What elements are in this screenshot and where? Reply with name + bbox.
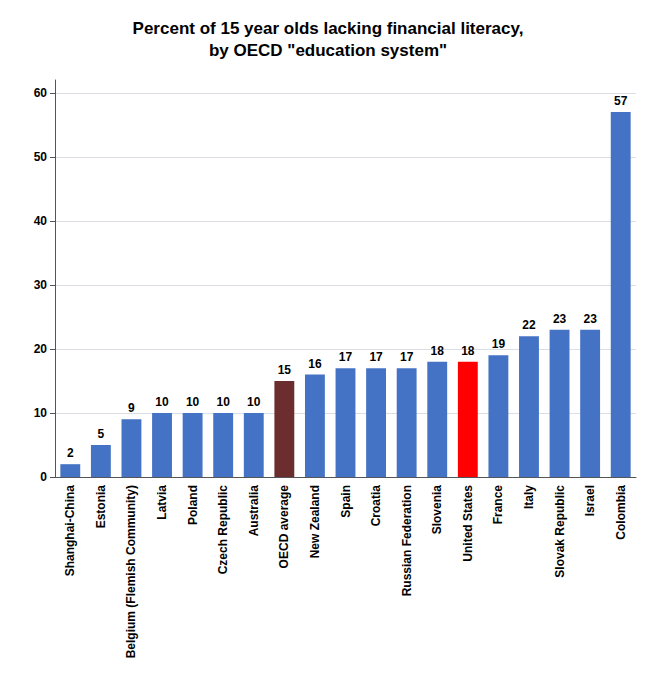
svg-text:10: 10 <box>247 395 261 409</box>
svg-text:2: 2 <box>67 446 74 460</box>
svg-text:Poland: Poland <box>186 485 200 525</box>
svg-text:18: 18 <box>461 344 475 358</box>
svg-text:9: 9 <box>128 401 135 415</box>
svg-text:23: 23 <box>583 312 597 326</box>
svg-text:22: 22 <box>522 318 536 332</box>
svg-text:Percent of 15 year olds lackin: Percent of 15 year olds lacking financia… <box>133 19 524 38</box>
svg-text:57: 57 <box>614 94 628 108</box>
svg-text:United States: United States <box>461 485 475 562</box>
svg-text:16: 16 <box>308 357 322 371</box>
svg-text:New Zealand: New Zealand <box>308 485 322 558</box>
svg-text:40: 40 <box>34 214 48 228</box>
svg-text:Estonia: Estonia <box>94 485 108 529</box>
svg-text:17: 17 <box>400 350 414 364</box>
svg-text:17: 17 <box>339 350 353 364</box>
svg-text:18: 18 <box>431 344 445 358</box>
svg-text:France: France <box>491 485 505 525</box>
svg-text:OECD average: OECD average <box>277 485 291 569</box>
svg-text:Colombia: Colombia <box>614 485 628 540</box>
svg-text:Czech Republic: Czech Republic <box>216 485 230 575</box>
svg-text:Spain: Spain <box>339 485 353 518</box>
svg-text:Shanghai-China: Shanghai-China <box>63 485 77 577</box>
svg-text:10: 10 <box>186 395 200 409</box>
svg-text:Italy: Italy <box>522 485 536 509</box>
svg-text:15: 15 <box>278 363 292 377</box>
svg-text:30: 30 <box>34 278 48 292</box>
svg-text:10: 10 <box>155 395 169 409</box>
svg-text:10: 10 <box>217 395 231 409</box>
svg-text:Latvia: Latvia <box>155 485 169 520</box>
svg-text:20: 20 <box>34 342 48 356</box>
svg-text:Belgium (Flemish Community): Belgium (Flemish Community) <box>124 485 138 658</box>
svg-text:Slovenia: Slovenia <box>430 485 444 535</box>
svg-text:Croatia: Croatia <box>369 485 383 527</box>
svg-text:Israel: Israel <box>583 485 597 516</box>
svg-text:23: 23 <box>553 312 567 326</box>
svg-text:Russian Federation: Russian Federation <box>400 485 414 596</box>
svg-text:by OECD "education system": by OECD "education system" <box>209 41 447 60</box>
svg-text:17: 17 <box>369 350 383 364</box>
svg-text:19: 19 <box>492 337 506 351</box>
svg-text:5: 5 <box>98 427 105 441</box>
svg-text:50: 50 <box>34 150 48 164</box>
svg-text:60: 60 <box>34 86 48 100</box>
svg-text:0: 0 <box>40 470 47 484</box>
svg-text:Slovak Republic: Slovak Republic <box>553 485 567 578</box>
svg-text:10: 10 <box>34 406 48 420</box>
svg-text:Australia: Australia <box>247 485 261 537</box>
